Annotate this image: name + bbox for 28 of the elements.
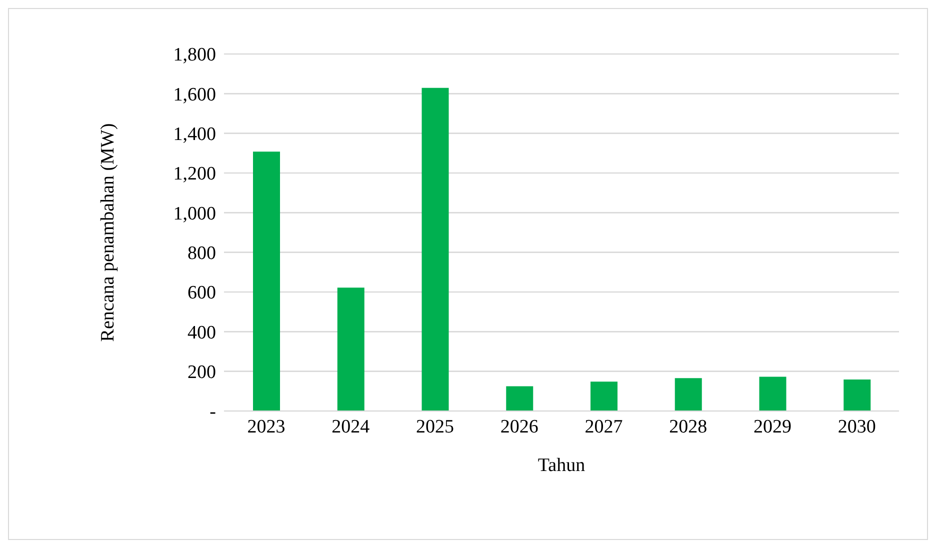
x-tick-label: 2024 <box>332 416 370 438</box>
y-axis-title: Rencana penambahan (MW) <box>98 123 119 342</box>
x-tick-label: 2028 <box>669 416 708 438</box>
bar <box>844 379 871 411</box>
x-tick-label: 2029 <box>753 416 792 438</box>
x-tick-label: 2025 <box>416 416 454 438</box>
x-tick-label: 2026 <box>500 416 538 438</box>
x-axis-title: Tahun <box>538 455 586 476</box>
x-tick-label: 2023 <box>247 416 286 438</box>
x-tick-label: 2027 <box>584 416 623 438</box>
x-tick-label: 2030 <box>838 416 876 438</box>
bar <box>253 152 280 411</box>
y-tick-label: 800 <box>188 243 216 264</box>
y-tick-label: 1,400 <box>173 124 216 146</box>
y-tick-label: 1,600 <box>173 84 216 106</box>
bar <box>506 386 534 411</box>
y-tick-label: 1,800 <box>173 44 216 66</box>
bar <box>674 378 702 411</box>
y-tick-label: 400 <box>188 322 216 344</box>
y-tick-label: 200 <box>188 362 216 384</box>
y-tick-label: 1,200 <box>173 164 216 185</box>
y-tick-label: 600 <box>188 282 216 304</box>
y-tick-label: 1,000 <box>173 203 216 224</box>
bar <box>422 88 449 411</box>
y-tick-label: - <box>210 402 216 423</box>
bar <box>337 288 364 411</box>
bar <box>590 382 618 411</box>
bar <box>759 376 786 411</box>
